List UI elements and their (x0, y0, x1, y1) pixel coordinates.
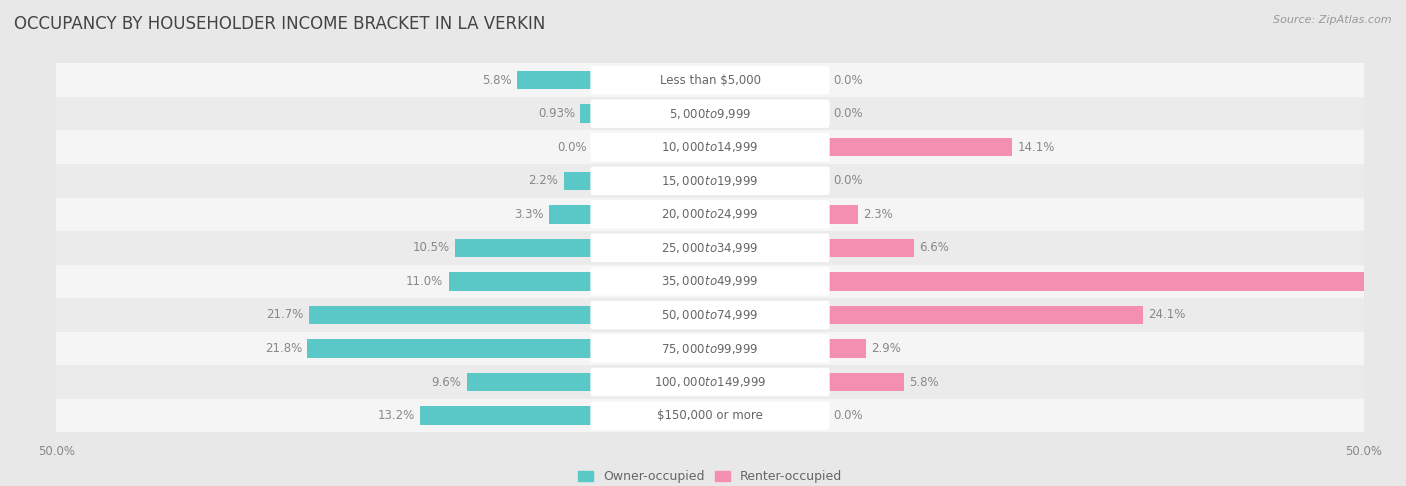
FancyBboxPatch shape (591, 133, 830, 161)
Text: 0.93%: 0.93% (538, 107, 575, 120)
Bar (467, 373, 592, 391)
Text: $15,000 to $19,999: $15,000 to $19,999 (661, 174, 759, 188)
Text: 0.0%: 0.0% (832, 107, 862, 120)
Bar (828, 138, 1012, 156)
Bar (449, 272, 592, 291)
Bar (308, 339, 592, 358)
FancyBboxPatch shape (591, 100, 830, 128)
Bar (456, 239, 592, 257)
Text: $20,000 to $24,999: $20,000 to $24,999 (661, 208, 759, 221)
Bar (828, 239, 914, 257)
Bar (828, 205, 858, 224)
Bar (828, 339, 866, 358)
Text: 21.7%: 21.7% (266, 309, 304, 321)
Text: $150,000 or more: $150,000 or more (657, 409, 763, 422)
Text: Less than $5,000: Less than $5,000 (659, 73, 761, 87)
Text: 5.8%: 5.8% (908, 376, 938, 388)
Text: $50,000 to $74,999: $50,000 to $74,999 (661, 308, 759, 322)
FancyBboxPatch shape (591, 334, 830, 363)
FancyBboxPatch shape (56, 63, 1364, 97)
Text: $100,000 to $149,999: $100,000 to $149,999 (654, 375, 766, 389)
FancyBboxPatch shape (56, 97, 1364, 130)
Text: 5.8%: 5.8% (482, 73, 512, 87)
FancyBboxPatch shape (591, 66, 830, 94)
FancyBboxPatch shape (56, 399, 1364, 433)
FancyBboxPatch shape (56, 265, 1364, 298)
Text: 9.6%: 9.6% (432, 376, 461, 388)
Text: 0.0%: 0.0% (558, 141, 588, 154)
Bar (581, 104, 592, 123)
Bar (516, 71, 592, 89)
Bar (828, 272, 1406, 291)
Text: 13.2%: 13.2% (377, 409, 415, 422)
Text: $75,000 to $99,999: $75,000 to $99,999 (661, 342, 759, 355)
Legend: Owner-occupied, Renter-occupied: Owner-occupied, Renter-occupied (574, 465, 846, 486)
Text: 2.2%: 2.2% (529, 174, 558, 187)
Bar (564, 172, 592, 190)
Text: 21.8%: 21.8% (264, 342, 302, 355)
Text: $35,000 to $49,999: $35,000 to $49,999 (661, 275, 759, 288)
FancyBboxPatch shape (591, 301, 830, 329)
FancyBboxPatch shape (56, 164, 1364, 197)
Bar (828, 306, 1143, 324)
FancyBboxPatch shape (591, 167, 830, 195)
Text: OCCUPANCY BY HOUSEHOLDER INCOME BRACKET IN LA VERKIN: OCCUPANCY BY HOUSEHOLDER INCOME BRACKET … (14, 15, 546, 33)
FancyBboxPatch shape (56, 365, 1364, 399)
Text: 2.3%: 2.3% (863, 208, 893, 221)
Text: $10,000 to $14,999: $10,000 to $14,999 (661, 140, 759, 154)
Bar (308, 306, 592, 324)
Text: 14.1%: 14.1% (1018, 141, 1054, 154)
FancyBboxPatch shape (591, 234, 830, 262)
FancyBboxPatch shape (591, 368, 830, 396)
Text: Source: ZipAtlas.com: Source: ZipAtlas.com (1274, 15, 1392, 25)
FancyBboxPatch shape (591, 267, 830, 295)
Text: 0.0%: 0.0% (832, 73, 862, 87)
FancyBboxPatch shape (591, 200, 830, 228)
Text: 0.0%: 0.0% (832, 409, 862, 422)
FancyBboxPatch shape (56, 298, 1364, 332)
Text: 11.0%: 11.0% (406, 275, 443, 288)
FancyBboxPatch shape (56, 130, 1364, 164)
Text: 6.6%: 6.6% (920, 242, 949, 254)
Text: 2.9%: 2.9% (870, 342, 901, 355)
Text: $5,000 to $9,999: $5,000 to $9,999 (669, 106, 751, 121)
Text: $25,000 to $34,999: $25,000 to $34,999 (661, 241, 759, 255)
Bar (420, 406, 592, 425)
Text: 24.1%: 24.1% (1149, 309, 1185, 321)
FancyBboxPatch shape (56, 197, 1364, 231)
FancyBboxPatch shape (56, 332, 1364, 365)
FancyBboxPatch shape (591, 401, 830, 430)
Text: 3.3%: 3.3% (515, 208, 544, 221)
Bar (828, 373, 904, 391)
Text: 0.0%: 0.0% (832, 174, 862, 187)
FancyBboxPatch shape (56, 231, 1364, 265)
Text: 10.5%: 10.5% (413, 242, 450, 254)
Bar (550, 205, 592, 224)
